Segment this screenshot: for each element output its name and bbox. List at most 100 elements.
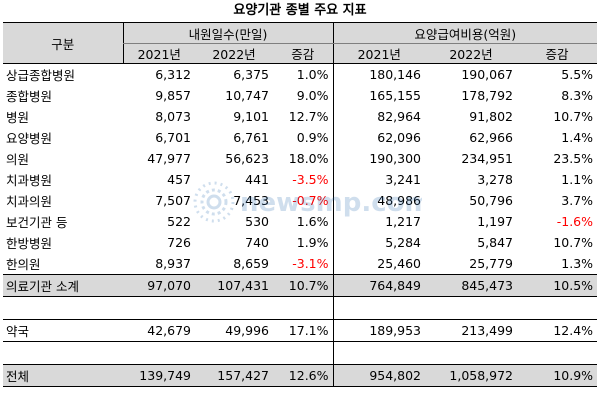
table-cell: 6,312 [155, 67, 191, 82]
table-cell: 522 [167, 214, 191, 229]
table-cell: 139,749 [123, 364, 195, 387]
row-label: 약국 [3, 319, 123, 342]
table-cell: 6,375 [233, 67, 269, 82]
table-cell: 457 [167, 172, 191, 187]
table-cell: 6,701 [155, 130, 191, 145]
row-label: 한의원 [6, 257, 41, 272]
table-cell: 47,977 [147, 151, 191, 166]
row-label: 의료기관 소계 [3, 274, 123, 297]
table-cell: 3,241 [332, 169, 426, 190]
table-cell: -3.5% [292, 172, 329, 187]
table-cell: 213,499 [425, 319, 518, 342]
table-cell: 12.4% [517, 319, 598, 342]
table-cell: -3.1% [292, 256, 329, 271]
table-row: 의원 47,977 56,623 18.0% 190,300 234,951 23.5% [3, 148, 597, 169]
table-cell: 1.9% [296, 235, 329, 250]
table-cell: 189,953 [332, 319, 426, 342]
table-cell: 1,217 [332, 211, 426, 232]
table-cell: 56,623 [225, 151, 269, 166]
table-cell: 50,796 [469, 193, 514, 208]
table-cell: 49,996 [195, 319, 273, 342]
subtotal-row: 의료기관 소계 97,070 107,431 10.7% 764,849 845,473 1… [3, 274, 598, 297]
table-row: 상급종합병원 6,312 6,375 1.0% 180,146 190,067 5.5% [3, 63, 597, 85]
benefit-cost-header: 요양급여비용(억원) [332, 22, 598, 44]
table-cell: 8,659 [233, 256, 269, 271]
table-cell: 726 [167, 235, 191, 250]
table-row: 치과병원 457 441 -3.5% 3,241 3,278 1.1% [3, 169, 597, 190]
table-cell: 10.7% [553, 235, 594, 250]
sub-header: 2021년 [122, 43, 195, 64]
table-cell: 9,857 [155, 88, 191, 103]
sub-header: 2022년 [195, 43, 273, 64]
table-cell: 12.7% [288, 109, 329, 124]
table-body: 상급종합병원 6,312 6,375 1.0% 180,146 190,067 5.5% 종합… [3, 63, 598, 387]
table-cell: 9.0% [296, 88, 329, 103]
category-header: 구분 [3, 22, 123, 64]
table-cell: 18.0% [288, 151, 329, 166]
visit-days-header: 내원일수(만일) [122, 22, 334, 44]
total-row: 전체 139,749 157,427 12.6% 954,802 1,058,972 10.… [3, 364, 598, 387]
table-cell: 740 [245, 235, 269, 250]
table-row: 보건기관 등 522 530 1.6% 1,217 1,197 -1.6% [3, 211, 597, 232]
table-cell: 954,802 [332, 364, 426, 387]
row-label: 보건기관 등 [6, 215, 68, 230]
table-cell: 8.3% [561, 88, 594, 103]
table-cell: 1,058,972 [425, 364, 518, 387]
table-cell: 1.1% [561, 172, 594, 187]
table-row: 한의원 8,937 8,659 -3.1% 25,460 25,779 1.3% [3, 253, 597, 275]
table-cell: -0.7% [292, 193, 329, 208]
table-cell: 12.6% [273, 364, 334, 387]
row-label: 치과병원 [6, 173, 53, 188]
table-cell: 97,070 [123, 274, 195, 297]
table-cell: 441 [245, 172, 269, 187]
table-cell: 10.9% [517, 364, 598, 387]
table-cell: 10,747 [225, 88, 269, 103]
sub-header: 2021년 [332, 43, 426, 64]
table-cell: 180,146 [332, 63, 426, 85]
table-cell: 0.9% [296, 130, 329, 145]
pharmacy-row: 약국 42,679 49,996 17.1% 189,953 213,499 12.4% [3, 319, 598, 342]
table-cell: 5.5% [561, 67, 594, 82]
table-cell: 42,679 [123, 319, 195, 342]
table-cell: 17.1% [273, 319, 334, 342]
table-cell: 1.6% [296, 214, 329, 229]
table-cell: 3,278 [477, 172, 514, 187]
table-cell: 10.7% [553, 109, 594, 124]
table-cell: 1,197 [477, 214, 514, 229]
table-cell: 8,073 [155, 109, 191, 124]
row-label: 치과의원 [6, 194, 53, 209]
table-cell: 23.5% [553, 151, 594, 166]
row-label: 요양병원 [6, 131, 53, 146]
table-cell: 91,802 [469, 109, 514, 124]
table-cell: 1.3% [561, 256, 594, 271]
spacer-row [3, 296, 598, 320]
table-cell: 7,453 [233, 193, 269, 208]
row-label: 전체 [3, 364, 123, 387]
table-cell: 165,155 [332, 85, 426, 106]
table-cell: 190,300 [332, 148, 426, 169]
table-cell: 62,966 [469, 130, 514, 145]
table-cell: 8,937 [155, 256, 191, 271]
row-label: 병원 [6, 110, 30, 125]
spacer-row [3, 341, 598, 365]
sub-header: 증감 [273, 43, 334, 64]
table-cell: 845,473 [425, 274, 518, 297]
table-cell: 107,431 [195, 274, 273, 297]
table-cell: 157,427 [195, 364, 273, 387]
row-label: 의원 [6, 152, 30, 167]
table-cell: 178,792 [461, 88, 514, 103]
table-row: 한방병원 726 740 1.9% 5,284 5,847 10.7% [3, 232, 597, 253]
sub-header: 증감 [517, 43, 598, 64]
table-cell: 25,460 [332, 253, 426, 275]
table-cell: 5,284 [332, 232, 426, 253]
table-cell: 5,847 [477, 235, 514, 250]
table-cell: 10.5% [517, 274, 598, 297]
row-label: 한방병원 [6, 236, 53, 251]
table-cell: 1.4% [561, 130, 594, 145]
table-cell: 82,964 [332, 106, 426, 127]
table-row: 치과의원 7,507 7,453 -0.7% 48,986 50,796 3.7% [3, 190, 597, 211]
table-cell: 3.7% [561, 193, 594, 208]
table-cell: 48,986 [332, 190, 426, 211]
row-label: 상급종합병원 [6, 68, 76, 83]
table-cell: 234,951 [461, 151, 514, 166]
